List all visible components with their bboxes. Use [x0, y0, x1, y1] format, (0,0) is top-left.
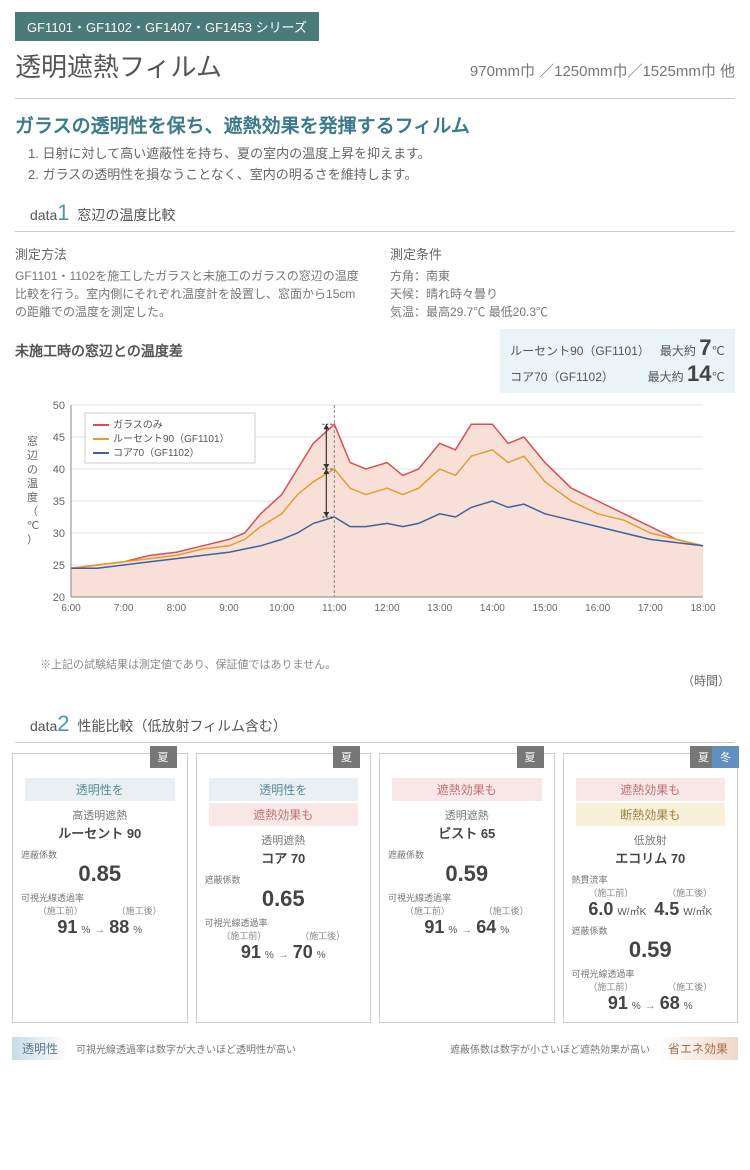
- svg-text:コア70（GF1102）: コア70（GF1102）: [113, 447, 200, 459]
- svg-text:7:00: 7:00: [114, 603, 134, 614]
- conditions-body: 方角：南東天候：晴れ時々曇り気温：最高29.7℃ 最低20.3℃: [390, 267, 735, 321]
- svg-text:窓: 窓: [27, 434, 38, 448]
- svg-text:温: 温: [27, 477, 38, 490]
- season-tag: 夏: [150, 746, 177, 768]
- svg-text:11:00: 11:00: [322, 603, 347, 614]
- data2-heading: data2 性能比較（低放射フィルム含む）: [15, 697, 735, 743]
- temperature-chart: 202530354045506:007:008:009:0010:0011:00…: [0, 397, 750, 654]
- product-card: 夏遮熱効果も透明遮熱ビスト 65遮蔽係数0.59可視光線透過率（施工前）（施工後…: [379, 753, 555, 1023]
- svg-text:9:00: 9:00: [219, 603, 239, 614]
- method-title: 測定方法: [15, 244, 360, 263]
- x-axis-label: （時間）: [0, 672, 750, 697]
- conditions-title: 測定条件: [390, 244, 735, 263]
- product-card: 夏透明性を遮熱効果も透明遮熱コア 70遮蔽係数0.65可視光線透過率（施工前）（…: [196, 753, 372, 1023]
- svg-text:度: 度: [27, 490, 38, 504]
- season-tag: 夏: [333, 746, 360, 768]
- energy-tag: 省エネ効果: [658, 1037, 738, 1060]
- divider: [15, 98, 735, 99]
- transparency-tag: 透明性: [12, 1037, 68, 1060]
- product-card: 夏冬遮熱効果も断熱効果も低放射エコリム 70熱貫流率（施工前）（施工後）6.0W…: [563, 753, 739, 1023]
- chart-callout: ルーセント90（GF1101）最大約 7℃ コア70（GF1102）最大約 14…: [500, 329, 735, 393]
- feature-badge: 透明性を: [25, 778, 175, 801]
- performance-cards: 夏透明性を高透明遮熱ルーセント 90遮蔽係数0.85可視光線透過率（施工前）（施…: [0, 743, 750, 1031]
- svg-text:辺: 辺: [27, 449, 38, 462]
- data1-heading: data1 窓辺の温度比較: [15, 186, 735, 232]
- svg-text:45: 45: [53, 432, 65, 444]
- svg-text:10:00: 10:00: [269, 603, 294, 614]
- svg-text:40: 40: [53, 464, 65, 476]
- method-body: GF1101・1102を施工したガラスと未施工のガラスの窓辺の温度比較を行う。室…: [15, 267, 360, 321]
- svg-text:30: 30: [53, 528, 65, 540]
- svg-text:18:00: 18:00: [690, 603, 715, 614]
- chart-subtitle: 未施工時の窓辺との温度差: [15, 329, 500, 361]
- product-card: 夏透明性を高透明遮熱ルーセント 90遮蔽係数0.85可視光線透過率（施工前）（施…: [12, 753, 188, 1023]
- width-options: 970mm巾 ／1250mm巾／1525mm巾 他: [470, 60, 735, 81]
- svg-text:12:00: 12:00: [374, 603, 399, 614]
- svg-text:8:00: 8:00: [167, 603, 187, 614]
- page-title: 透明遮熱フィルム: [15, 47, 222, 84]
- svg-text:（: （: [27, 505, 38, 518]
- feature-badge: 遮熱効果も: [392, 778, 542, 801]
- svg-text:ガラスのみ: ガラスのみ: [113, 419, 163, 431]
- svg-text:50: 50: [53, 400, 65, 412]
- svg-text:℃: ℃: [27, 520, 39, 532]
- svg-text:）: ）: [27, 533, 38, 546]
- svg-text:15:00: 15:00: [532, 603, 557, 614]
- season-tag: 冬: [712, 746, 739, 768]
- feature-badge: 断熱効果も: [576, 803, 726, 826]
- feature-badge: 遮熱効果も: [576, 778, 726, 801]
- svg-text:ルーセント90（GF1101）: ルーセント90（GF1101）: [113, 433, 230, 445]
- chart-footnote: ※上記の試験結果は測定値であり、保証値ではありません。: [0, 654, 750, 672]
- svg-text:13:00: 13:00: [427, 603, 452, 614]
- feature-points: 1. 日射に対して高い遮蔽性を持ち、夏の室内の温度上昇を抑えます。 2. ガラス…: [0, 144, 750, 186]
- point-2: 2. ガラスの透明性を損なうことなく、室内の明るさを維持します。: [28, 165, 735, 186]
- feature-badge: 遮熱効果も: [209, 803, 359, 826]
- svg-text:6:00: 6:00: [61, 603, 81, 614]
- svg-text:16:00: 16:00: [585, 603, 610, 614]
- svg-text:35: 35: [53, 496, 65, 508]
- feature-badge: 透明性を: [209, 778, 359, 801]
- svg-text:25: 25: [53, 560, 65, 572]
- series-tag: GF1101・GF1102・GF1407・GF1453 シリーズ: [15, 12, 319, 41]
- svg-text:17:00: 17:00: [638, 603, 663, 614]
- season-tag: 夏: [517, 746, 544, 768]
- bottom-legend: 透明性 可視光線透過率は数字が大きいほど透明性が高い 遮蔽係数は数字が小さいほど…: [0, 1031, 750, 1072]
- point-1: 1. 日射に対して高い遮蔽性を持ち、夏の室内の温度上昇を抑えます。: [28, 144, 735, 165]
- subtitle: ガラスの透明性を保ち、遮熱効果を発揮するフィルム: [0, 111, 750, 144]
- svg-text:の: の: [27, 464, 38, 476]
- svg-text:14:00: 14:00: [480, 603, 505, 614]
